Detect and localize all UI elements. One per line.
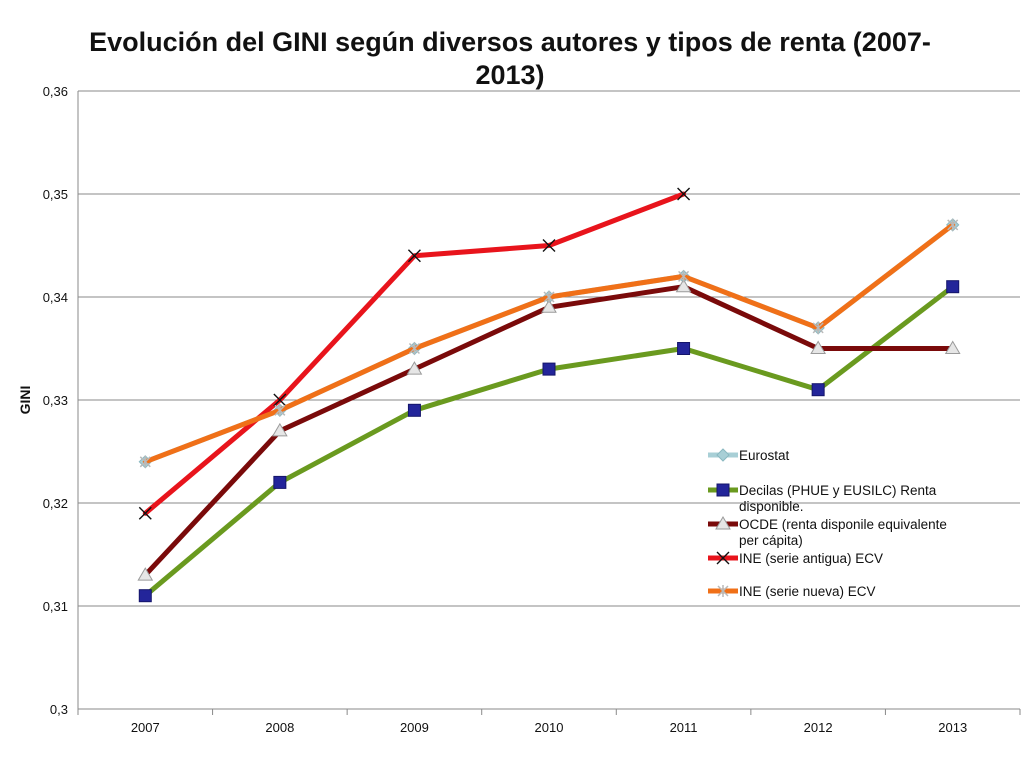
x-tick-label: 2010: [535, 720, 564, 735]
x-tick-label: 2009: [400, 720, 429, 735]
x-tick-label: 2012: [804, 720, 833, 735]
data-point: [677, 342, 691, 355]
data-point: [716, 448, 730, 462]
data-point: [944, 340, 961, 354]
data-point: [137, 567, 154, 581]
legend: Eurostat Decilas (PHUE y EUSILC) Renta dis…: [708, 448, 947, 599]
data-point: [274, 404, 286, 417]
data-point: [406, 361, 423, 375]
data-point: [812, 321, 824, 334]
data-point: [717, 585, 729, 597]
data-point: [139, 455, 151, 468]
data-point: [271, 422, 288, 437]
x-tick-label: 2007: [131, 720, 160, 735]
series-square: [138, 280, 960, 603]
series-line: [142, 222, 956, 465]
legend-item: INE (serie nueva) ECV: [708, 584, 876, 599]
legend-item: Decilas (PHUE y EUSILC) Renta disponible.: [708, 483, 937, 514]
legend-label: INE (serie nueva) ECV: [739, 584, 876, 599]
series-diamond: [138, 218, 960, 469]
data-point: [408, 342, 420, 355]
data-point: [947, 218, 959, 231]
chart-title: Evolución del GINI según diversos autore…: [89, 27, 931, 90]
y-tick-label: 0,33: [43, 393, 68, 408]
gridlines: [78, 90, 1020, 710]
legend-label-line: OCDE (renta disponile equivalente: [739, 517, 947, 532]
data-point: [811, 383, 825, 397]
y-tick-label: 0,35: [43, 187, 68, 202]
legend-label-line: INE (serie antigua) ECV: [739, 551, 883, 566]
data-point: [715, 516, 731, 530]
legend-label-line: per cápita): [739, 533, 803, 548]
data-point: [273, 475, 287, 489]
series-triangle: [137, 278, 961, 581]
y-tick-label: 0,36: [43, 84, 68, 99]
series-lines: [137, 187, 961, 603]
series-line: [142, 284, 956, 599]
data-point: [946, 280, 960, 294]
legend-label-line: Eurostat: [739, 448, 790, 463]
legend-label: Eurostat: [739, 448, 790, 463]
data-point: [407, 249, 421, 263]
legend-label-line: disponible.: [739, 499, 804, 514]
y-tick-label: 0,32: [43, 496, 68, 511]
data-point: [677, 187, 691, 201]
y-tick-label: 0,34: [43, 290, 68, 305]
legend-label-line: INE (serie nueva) ECV: [739, 584, 876, 599]
legend-label: INE (serie antigua) ECV: [739, 551, 883, 566]
data-point: [543, 291, 555, 303]
y-axis-label: GINI: [17, 386, 33, 415]
data-point: [273, 393, 287, 407]
data-point: [810, 340, 827, 354]
data-point: [675, 278, 692, 293]
legend-label: Decilas (PHUE y EUSILC) Renta disponible.: [739, 483, 937, 514]
data-point: [542, 239, 556, 252]
data-point: [138, 506, 152, 520]
axes: 0,3 0,31 0,32 0,33 0,34 0,35 0,36 2007 2008 2009 2…: [17, 84, 1021, 735]
legend-label: OCDE (renta disponile equivalente per cáp…: [739, 517, 947, 548]
legend-item: Eurostat: [708, 448, 790, 463]
x-tick-label: 2008: [265, 720, 294, 735]
legend-item: OCDE (renta disponile equivalente per cáp…: [708, 516, 947, 548]
y-tick-label: 0,31: [43, 599, 68, 614]
data-point: [716, 551, 730, 565]
data-point: [407, 403, 421, 417]
y-tick-label: 0,3: [50, 702, 68, 717]
legend-item: INE (serie antigua) ECV: [708, 551, 883, 566]
data-point: [138, 589, 152, 603]
data-point: [678, 270, 690, 283]
series-x: [138, 187, 691, 520]
x-tick-label: 2011: [670, 720, 698, 735]
data-point: [541, 299, 557, 313]
data-point: [542, 362, 556, 376]
x-tick-label: 2013: [938, 720, 967, 735]
series-line: [142, 222, 956, 465]
legend-label-line: Decilas (PHUE y EUSILC) Renta: [739, 483, 937, 498]
data-point: [716, 483, 730, 497]
series-star: [139, 218, 959, 468]
